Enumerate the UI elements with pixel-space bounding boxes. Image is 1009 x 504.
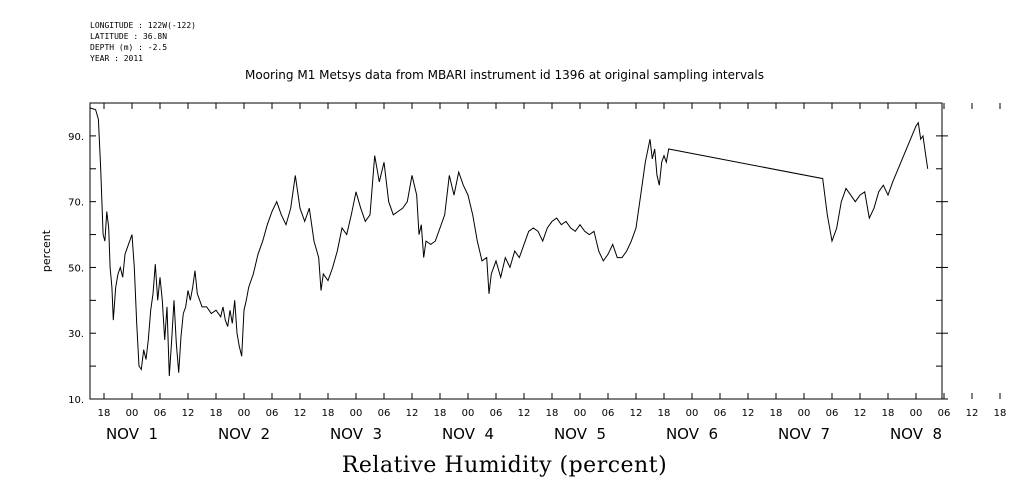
plot-frame: [89, 102, 943, 400]
x-tick-label: 06: [826, 408, 839, 419]
y-tick-label: 10.: [68, 395, 84, 406]
x-tick-label: 18: [322, 408, 335, 419]
y-tick-label: 30.: [68, 329, 84, 340]
x-tick-label: 00: [238, 408, 251, 419]
x-tick-label: 12: [966, 408, 979, 419]
x-axis-label: Relative Humidity (percent): [341, 453, 668, 478]
x-tick-label: 06: [714, 408, 727, 419]
longitude-label: LONGITUDE : 122W(-122): [90, 21, 196, 30]
x-day-label: NOV 3: [330, 425, 382, 443]
x-day-label: NOV 7: [778, 425, 830, 443]
latitude-label: LATITUDE : 36.8N: [90, 32, 168, 41]
x-tick-label: 00: [126, 408, 139, 419]
y-tick-label: 50.: [68, 263, 84, 274]
x-tick-label: 12: [742, 408, 755, 419]
x-tick-label: 06: [490, 408, 503, 419]
x-tick-label: 12: [406, 408, 419, 419]
x-tick-label: 00: [574, 408, 587, 419]
x-tick-label: 12: [630, 408, 643, 419]
y-axis: 10. 30. 50. 70. 90.: [68, 102, 948, 406]
x-tick-label: 00: [910, 408, 923, 419]
x-tick-label: 12: [182, 408, 195, 419]
x-tick-label: 00: [686, 408, 699, 419]
x-tick-label: 18: [882, 408, 895, 419]
y-tick-label: 90.: [68, 132, 84, 143]
humidity-series-line: [89, 107, 929, 377]
x-tick-label: 18: [658, 408, 671, 419]
x-day-label: NOV 8: [890, 425, 942, 443]
series-layer: [89, 107, 929, 377]
x-tick-label: 12: [294, 408, 307, 419]
x-tick-label: 06: [602, 408, 615, 419]
chart-title: Mooring M1 Metsys data from MBARI instru…: [245, 68, 764, 82]
x-tick-label: 12: [854, 408, 867, 419]
depth-label: DEPTH (m) : -2.5: [90, 43, 168, 52]
x-tick-label: 06: [938, 408, 951, 419]
x-tick-label: 18: [98, 408, 111, 419]
x-day-label: NOV 1: [106, 425, 158, 443]
x-tick-label: 06: [378, 408, 391, 419]
x-tick-label: 12: [518, 408, 531, 419]
x-tick-label: 18: [994, 408, 1007, 419]
x-tick-label: 06: [154, 408, 167, 419]
y-tick-label: 70.: [68, 198, 84, 209]
x-tick-label: 18: [210, 408, 223, 419]
y-axis-label: percent: [40, 229, 53, 272]
metadata-block: LONGITUDE : 122W(-122) LATITUDE : 36.8N …: [90, 20, 196, 64]
x-tick-label: 18: [770, 408, 783, 419]
year-label: YEAR : 2011: [90, 54, 143, 63]
x-tick-label: 00: [462, 408, 475, 419]
x-day-label: NOV 4: [442, 425, 494, 443]
x-axis: 18 00 06 12 18 00 06 12 18 00 06 12 18 00 06 12 18 00 06 12…: [98, 103, 1007, 443]
x-day-label: NOV 6: [666, 425, 718, 443]
x-tick-label: 18: [434, 408, 447, 419]
x-day-label: NOV 5: [554, 425, 606, 443]
x-tick-label: 18: [546, 408, 559, 419]
x-tick-label: 06: [266, 408, 279, 419]
x-tick-label: 00: [350, 408, 363, 419]
x-tick-label: 00: [798, 408, 811, 419]
x-day-label: NOV 2: [218, 425, 270, 443]
